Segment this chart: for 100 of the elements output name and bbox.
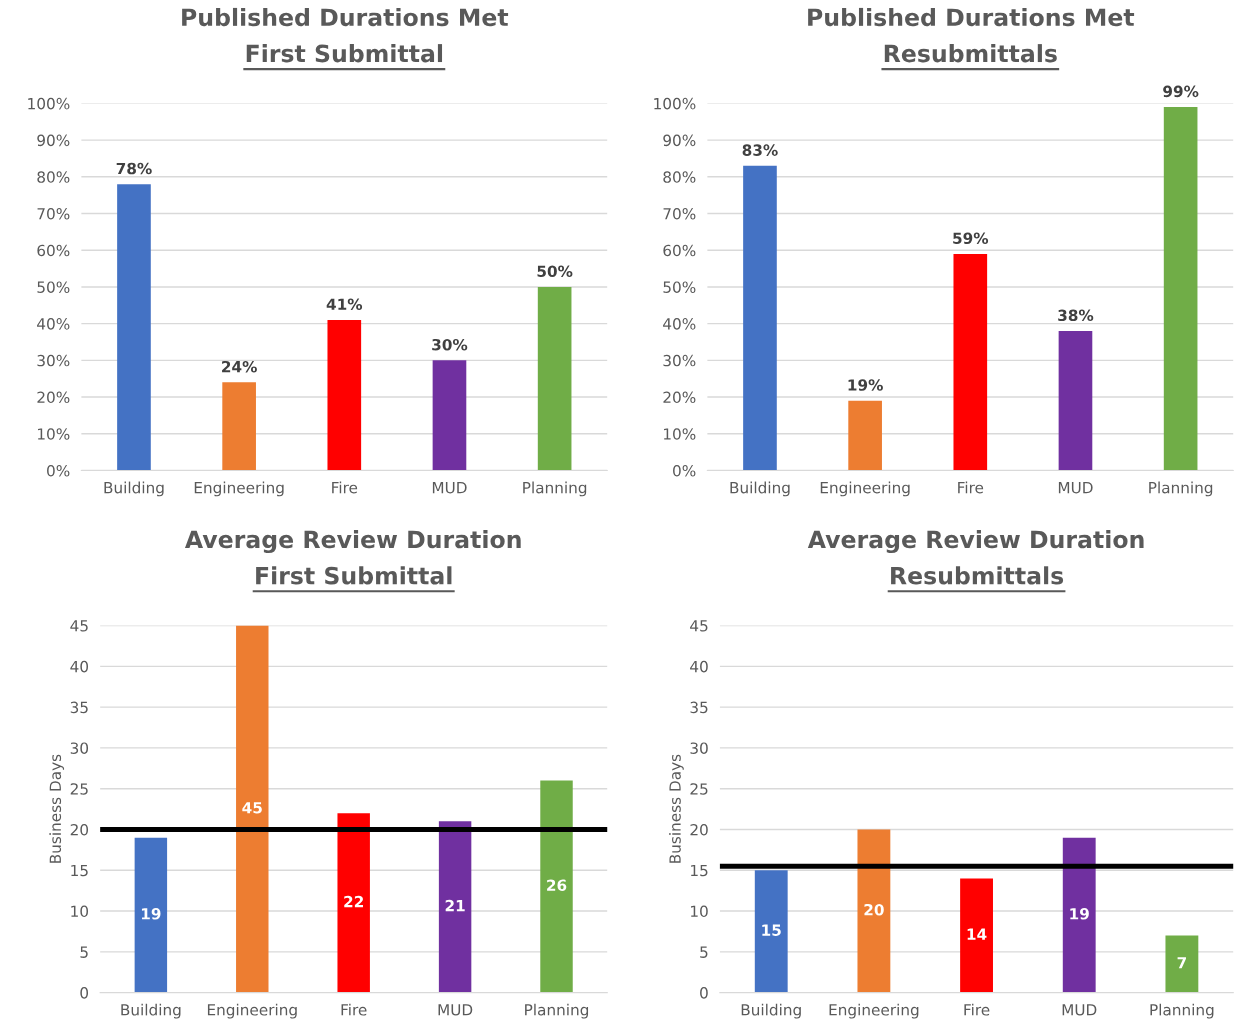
x-tick-label: Planning [1149, 481, 1213, 497]
bar [1163, 107, 1198, 471]
bar [857, 829, 891, 993]
y-tick-label: 35 [690, 701, 708, 714]
y-tick-label: 30 [70, 742, 89, 754]
y-tick-label: 70% [663, 207, 696, 220]
data-label: 19 [1070, 908, 1089, 920]
y-tick-label: 80% [663, 171, 696, 183]
y-tick-label: 10 [691, 905, 708, 918]
data-label: 19 [141, 908, 161, 920]
y-tick-label: 25 [70, 783, 88, 795]
data-label: 45 [242, 802, 262, 814]
x-tick-label: Engineering [820, 481, 910, 497]
x-tick-label: Planning [1150, 1003, 1214, 1019]
data-label: 83% [742, 144, 778, 156]
y-tick-label: 15 [691, 864, 708, 877]
y-tick-label: 30% [37, 354, 70, 367]
y-tick-label: 70% [37, 207, 70, 220]
data-label: 7 [1177, 957, 1186, 969]
y-tick-label: 60% [37, 244, 70, 257]
y-tick-label: 35 [70, 701, 88, 714]
data-label: 21 [445, 899, 465, 912]
y-tick-label: 45 [690, 620, 708, 632]
x-tick-label: Fire [341, 1003, 367, 1016]
data-label: 41% [326, 298, 363, 311]
x-tick-label: Fire [332, 481, 358, 494]
y-tick-label: 100% [28, 97, 70, 110]
bar [960, 878, 993, 993]
bar [337, 813, 370, 993]
y-tick-label: 10% [37, 428, 70, 440]
data-label: 26 [547, 879, 567, 892]
x-tick-label: Fire [958, 481, 984, 494]
y-tick-label: 50% [663, 281, 696, 293]
data-label: 78% [116, 162, 152, 175]
x-tick-label: Planning [525, 1003, 589, 1019]
y-tick-label: 20% [37, 391, 70, 404]
x-tick-label: MUD [438, 1004, 473, 1016]
y-tick-label: 40% [663, 318, 696, 330]
y-tick-label: 20 [70, 823, 89, 836]
data-label: 14 [967, 928, 987, 940]
bar [236, 625, 269, 993]
y-tick-label: 100% [654, 97, 696, 110]
x-tick-label: Building [730, 481, 790, 497]
y-tick-label: 5 [80, 946, 88, 958]
chart-subtitle: First Submittal [256, 566, 452, 585]
y-tick-label: 10% [663, 428, 696, 440]
y-tick-label: 30 [690, 742, 708, 754]
data-label: 19% [848, 379, 883, 391]
chart-title: Published Durations Met [182, 7, 509, 27]
data-label: 99% [1163, 85, 1199, 98]
y-tick-label: 45 [70, 620, 88, 632]
data-label: 30% [432, 338, 468, 351]
bar [540, 780, 573, 993]
x-tick-label: Building [741, 1003, 801, 1019]
y-tick-label: 80% [37, 171, 70, 183]
y-tick-label: 60% [663, 244, 696, 257]
bar [537, 286, 572, 471]
chart-title: Average Review Duration [807, 530, 1144, 554]
y-tick-label: 50% [37, 281, 70, 293]
chart-subtitle: First Submittal [246, 44, 443, 63]
y-axis-title: Business Days [49, 754, 65, 863]
x-tick-label: Engineering [207, 1003, 297, 1019]
y-tick-label: 15 [71, 864, 88, 877]
x-tick-label: Engineering [829, 1003, 919, 1019]
y-tick-label: 90% [663, 134, 696, 147]
bar [134, 837, 168, 993]
y-tick-label: 30% [663, 354, 696, 367]
y-tick-label: 20% [663, 391, 696, 404]
y-tick-label: 0% [673, 464, 696, 477]
y-tick-label: 0% [47, 464, 70, 477]
chart-subtitle: Resubmittals [884, 44, 1057, 63]
y-tick-label: 25 [690, 783, 708, 795]
y-tick-label: 40 [70, 660, 89, 673]
bar [432, 360, 467, 471]
bar [1062, 837, 1096, 993]
bar [1058, 330, 1093, 471]
bar [1165, 935, 1199, 993]
x-tick-label: Fire [964, 1003, 990, 1016]
x-tick-label: Planning [523, 481, 587, 497]
x-tick-label: MUD [1058, 482, 1093, 494]
x-tick-label: Building [104, 481, 164, 497]
x-tick-label: MUD [1062, 1004, 1097, 1016]
y-tick-label: 90% [37, 134, 70, 147]
bar [222, 382, 256, 471]
x-tick-label: MUD [432, 482, 467, 494]
chart-title: Average Review Duration [184, 530, 521, 554]
y-tick-label: 40 [690, 660, 708, 673]
bar [743, 165, 777, 471]
bar [438, 821, 472, 993]
data-label: 59% [953, 232, 989, 244]
chart-title: Published Durations Met [808, 7, 1135, 27]
y-tick-label: 10 [71, 905, 89, 918]
data-label: 50% [537, 265, 573, 278]
data-label: 15 [762, 924, 781, 936]
y-tick-label: 20 [690, 823, 708, 836]
y-tick-label: 5 [700, 946, 708, 958]
bar [754, 870, 788, 993]
y-tick-label: 0 [700, 987, 708, 999]
bar [117, 184, 151, 471]
data-label: 20 [864, 903, 884, 916]
